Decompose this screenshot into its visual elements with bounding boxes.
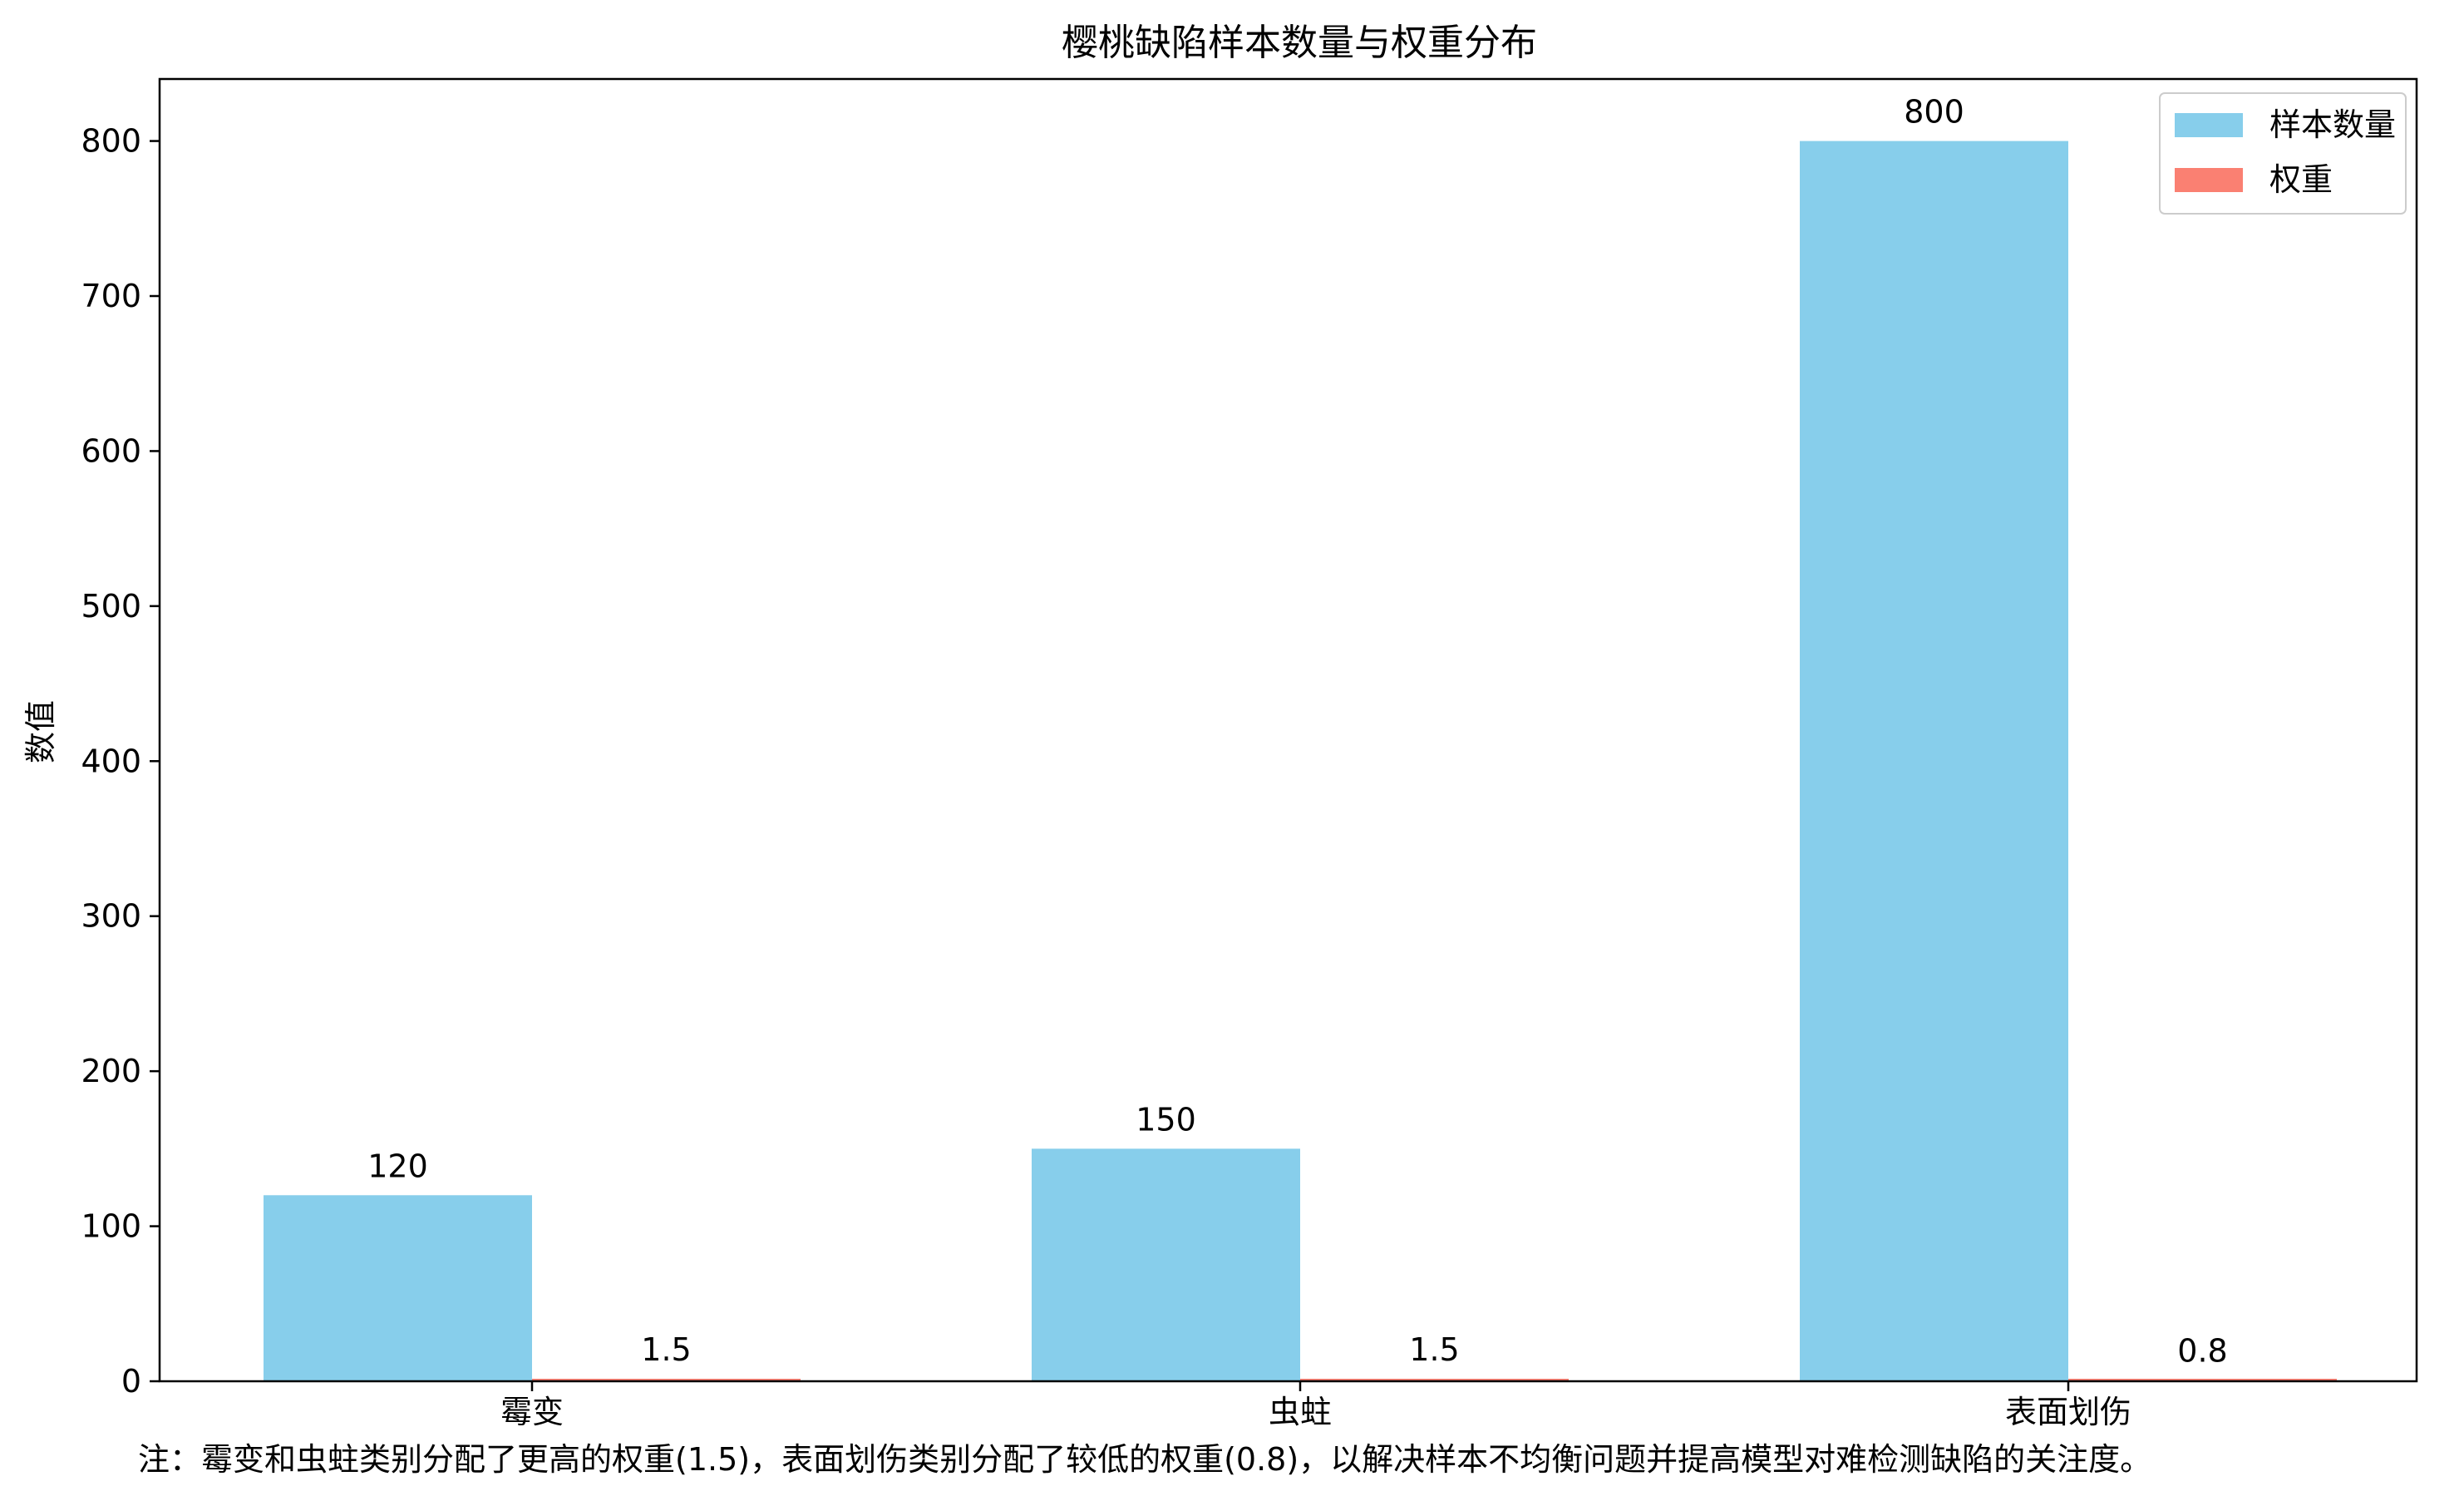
data-label: 1.5 [1409,1331,1459,1368]
x-tick-label: 表面划伤 [2005,1394,2131,1430]
y-tick-label: 500 [81,588,141,625]
y-tick-label: 100 [81,1208,141,1245]
bar-样本数量-虫蛀 [1032,1148,1300,1381]
data-label: 0.8 [2177,1333,2227,1370]
data-label: 1.5 [641,1331,691,1368]
y-tick-label: 700 [81,278,141,314]
bar-样本数量-表面划伤 [1800,141,2068,1382]
legend-swatch [2175,113,2243,137]
axes-frame [158,77,2418,1383]
legend-label: 权重 [2269,161,2333,198]
y-tick-label: 0 [121,1363,141,1400]
legend-swatch [2175,168,2243,192]
y-tick-label: 600 [81,432,141,469]
x-tick-label: 虫蛀 [1269,1394,1332,1430]
bar-样本数量-霉变 [264,1195,532,1381]
legend-label: 样本数量 [2269,106,2396,143]
y-axis-label: 数值 [22,700,59,763]
y-tick-label: 800 [81,123,141,160]
chart-title: 樱桃缺陷样本数量与权重分布 [1062,22,1537,64]
y-tick-label: 200 [81,1053,141,1089]
y-tick-label: 400 [81,743,141,779]
data-label: 150 [1136,1101,1196,1138]
data-label: 120 [367,1148,428,1184]
plot-area: 120 150 800 1.5 1.5 0.8 0 100 200 300 400 500 600 700… [81,77,2418,1430]
chart-note: 注：霉变和虫蛀类别分配了更高的权重(1.5)，表面划伤类别分配了较低的权重(0.… [138,1441,2152,1478]
y-tick-label: 300 [81,898,141,935]
data-label: 800 [1904,94,1964,131]
bar-权重-虫蛀 [1300,1379,1569,1381]
bar-权重-表面划伤 [2068,1379,2337,1381]
x-tick-label: 霉变 [500,1394,564,1430]
bar-权重-霉变 [532,1379,801,1381]
